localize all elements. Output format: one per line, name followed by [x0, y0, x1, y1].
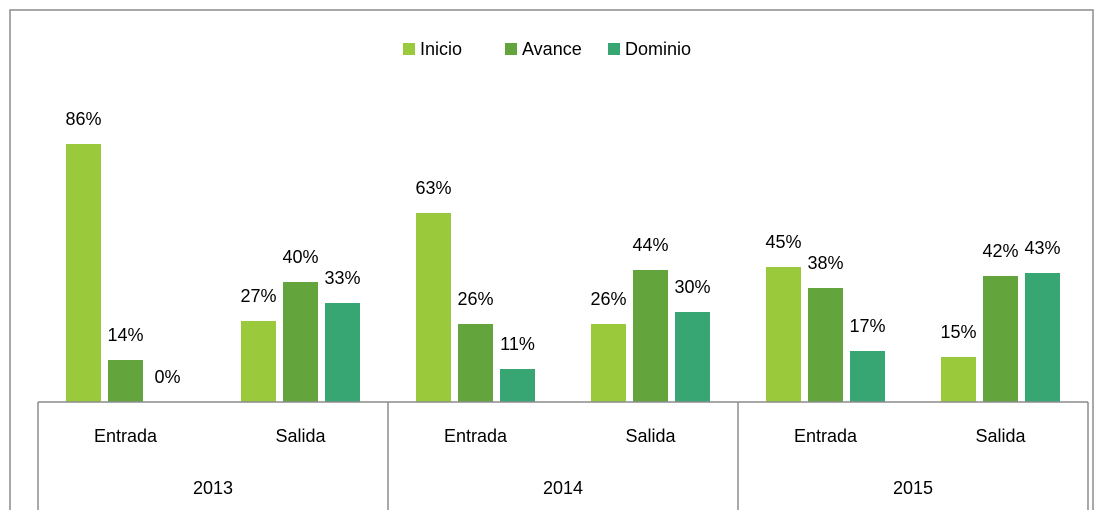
- group-label: 2014: [543, 478, 583, 498]
- legend-label: Dominio: [625, 39, 691, 59]
- data-label: 33%: [324, 268, 360, 288]
- bar: [325, 303, 360, 402]
- data-label: 27%: [240, 286, 276, 306]
- data-label: 30%: [674, 277, 710, 297]
- bar: [66, 144, 101, 402]
- legend-label: Inicio: [420, 39, 462, 59]
- bar: [241, 321, 276, 402]
- bar: [416, 213, 451, 402]
- legend-swatch: [608, 43, 620, 55]
- bar: [108, 360, 143, 402]
- data-label: 0%: [154, 367, 180, 387]
- data-label: 43%: [1024, 238, 1060, 258]
- data-label: 38%: [807, 253, 843, 273]
- data-label: 26%: [457, 289, 493, 309]
- data-label: 14%: [107, 325, 143, 345]
- data-label: 11%: [500, 334, 535, 354]
- data-label: 40%: [282, 247, 318, 267]
- bar: [1025, 273, 1060, 402]
- bar: [458, 324, 493, 402]
- legend-swatch: [403, 43, 415, 55]
- bar: [500, 369, 535, 402]
- data-label: 15%: [940, 322, 976, 342]
- x-tick-label: Entrada: [444, 426, 508, 446]
- bar: [808, 288, 843, 402]
- data-label: 44%: [632, 235, 668, 255]
- data-label: 26%: [590, 289, 626, 309]
- x-tick-label: Entrada: [794, 426, 858, 446]
- bar: [675, 312, 710, 402]
- bar: [766, 267, 801, 402]
- group-label: 2013: [193, 478, 233, 498]
- x-tick-label: Salida: [975, 426, 1026, 446]
- x-tick-label: Salida: [625, 426, 676, 446]
- bar: [983, 276, 1018, 402]
- chart-frame: [9, 9, 1094, 510]
- group-label: 2015: [893, 478, 933, 498]
- bar: [850, 351, 885, 402]
- data-label: 42%: [982, 241, 1018, 261]
- x-tick-label: Entrada: [94, 426, 158, 446]
- bar: [591, 324, 626, 402]
- legend-label: Avance: [522, 39, 582, 59]
- data-label: 45%: [765, 232, 801, 252]
- bar: [633, 270, 668, 402]
- data-label: 86%: [65, 109, 101, 129]
- data-label: 17%: [849, 316, 885, 336]
- data-label: 63%: [415, 178, 451, 198]
- legend-swatch: [505, 43, 517, 55]
- bar: [941, 357, 976, 402]
- bar: [283, 282, 318, 402]
- x-tick-label: Salida: [275, 426, 326, 446]
